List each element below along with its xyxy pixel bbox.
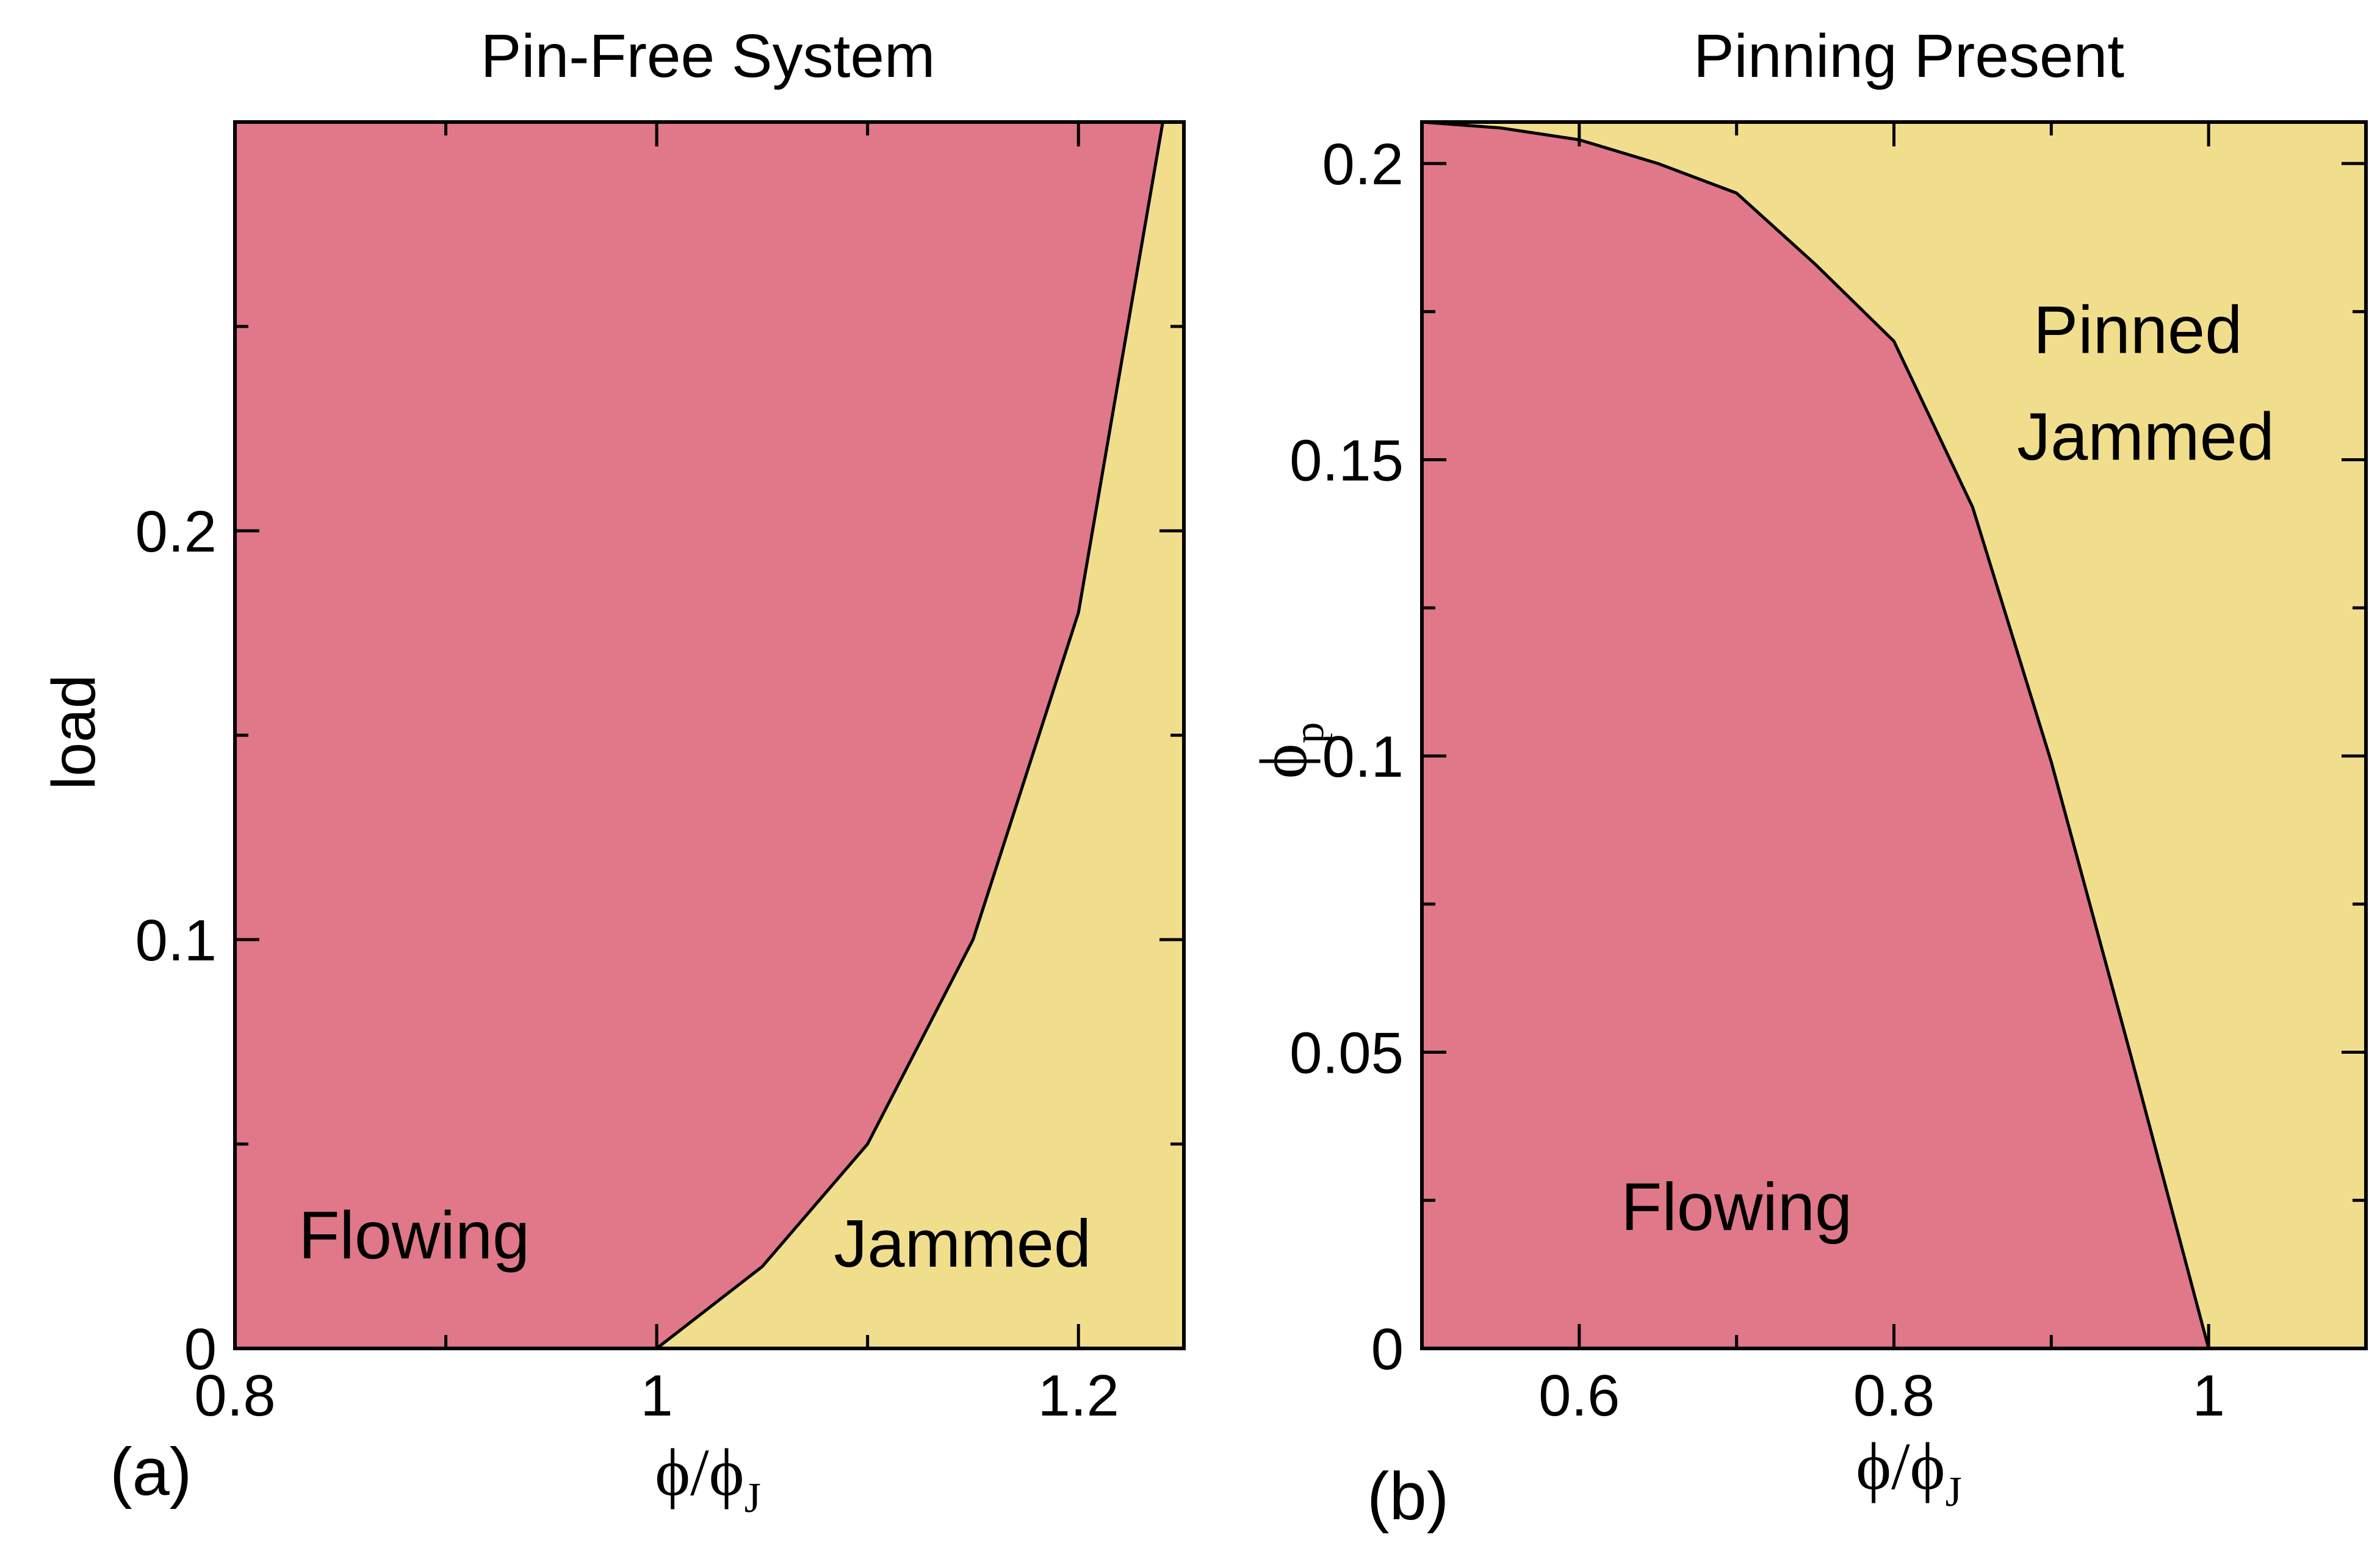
panel-b-plot-area: 0.6 0.8 1 0 0.05 0.1 0.15 0.2 Flowing Pinned Jamme… [1289,120,2368,1428]
panel-a-title: Pin-Free System [481,22,936,90]
panel-b-xlabel-main: ϕ/ϕ [1856,1429,1945,1503]
p0-flowing-region [235,122,1163,1348]
panel-b-xlabel-sub: J [1945,1469,1962,1516]
panel-a-ylabel: load [40,674,108,790]
p1-annotation-2: Jammed [2017,399,2274,474]
panel-a-xlabel-sub: J [745,1475,761,1522]
p1-ytick-label: 0 [1371,1317,1404,1382]
p1-ytick-label: 0.15 [1289,428,1404,493]
p1-phase-boundary [1421,120,2210,1349]
p0-phase-boundary [655,121,1164,1350]
panel-b-xlabel: ϕ/ϕJ [1856,1429,1962,1516]
p1-ytick-label: 0.05 [1289,1020,1404,1085]
p0-xtick-label: 0.8 [194,1363,275,1428]
p1-xtick-label: 0.8 [1853,1363,1935,1428]
p1-ytick-label: 0.1 [1322,724,1404,790]
panel-a-xlabel: ϕ/ϕJ [655,1435,761,1522]
panel-b-ylabel: ϕp [1246,722,1333,779]
panel-a-xlabel-main: ϕ/ϕ [655,1435,744,1510]
p0-xtick-label: 1 [640,1363,673,1428]
p0-ytick-label: 0 [184,1317,217,1382]
p1-annotation-1: Pinned [2033,293,2243,368]
panel-a: Pin-Free System 0.8 1 1.2 0 0.1 0.2 Flowing Jam… [40,22,1186,1522]
p1-ytick-label: 0.2 [1322,132,1404,197]
p0-annotation-1: Jammed [834,1206,1091,1281]
p0-ytick-label: 0.2 [135,499,217,564]
panel-a-plot-area: 0.8 1 1.2 0 0.1 0.2 Flowing Jammed [135,120,1186,1428]
panel-b-ylabel-main: ϕ [1246,744,1321,779]
p1-xtick-label: 0.6 [1538,1363,1620,1428]
panel-b-tag: (b) [1367,1459,1449,1534]
p1-annotation-0: Flowing [1621,1170,1852,1245]
p1-flowing-region [1422,122,2209,1348]
p0-ytick-label: 0.1 [135,908,217,973]
p1-xtick-label: 1 [2192,1363,2224,1428]
panel-b: Pinning Present 0.6 0.8 1 0 0.05 0.1 0.15 0.2 Fl… [1246,22,2368,1534]
panel-b-title: Pinning Present [1693,22,2124,90]
p0-annotation-0: Flowing [298,1198,530,1273]
p0-xtick-label: 1.2 [1037,1363,1119,1428]
panel-a-tag: (a) [110,1434,192,1510]
panel-b-ylabel-sub: p [1286,722,1333,744]
